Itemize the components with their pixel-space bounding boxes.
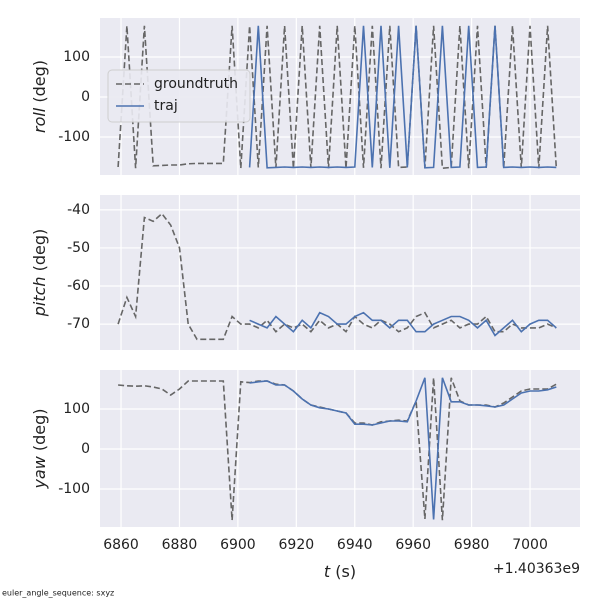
y-tick-label: 100 [63, 401, 90, 417]
legend-label: traj [154, 98, 178, 114]
y-tick-label: 100 [63, 49, 90, 65]
axis-label-symbol: pitch [30, 276, 49, 317]
y-tick-label: -50 [67, 240, 90, 256]
axis-label-unit: (deg) [30, 60, 49, 103]
x-tick-label: 6900 [220, 537, 256, 553]
axis-label-symbol: roll [30, 107, 49, 133]
y-tick-label: -100 [58, 481, 90, 497]
x-tick-label: 6860 [103, 537, 139, 553]
series-line [248, 25, 557, 169]
legend-box [107, 69, 251, 123]
axis-label-symbol: yaw [30, 455, 49, 489]
axis-label: roll (deg) [30, 60, 49, 133]
y-tick-label: 0 [81, 441, 90, 457]
x-tick-label: 6980 [454, 537, 490, 553]
series-line [249, 311, 557, 337]
legend-label: groundtruth [154, 76, 238, 92]
y-tick-label: -100 [58, 129, 90, 145]
x-tick-label: 6880 [162, 537, 198, 553]
axis-label: yaw (deg) [30, 408, 49, 489]
y-tick-label: 0 [81, 89, 90, 105]
axis-label-unit: (s) [335, 562, 356, 581]
x-tick-label: 6920 [279, 537, 315, 553]
y-tick-label: -40 [67, 202, 90, 218]
x-tick-label: 7000 [512, 537, 548, 553]
x-offset: +1.40363e9 [493, 561, 580, 577]
axis-label: pitch (deg) [30, 229, 49, 318]
series-line [117, 25, 558, 170]
axis-label-unit: (deg) [30, 229, 49, 272]
x-tick-label: 6960 [395, 537, 431, 553]
axis-label: t (s) [324, 562, 356, 581]
axis-label-symbol: t [324, 562, 331, 581]
series-line [249, 377, 557, 520]
y-tick-label: -70 [67, 316, 90, 332]
axis-label-unit: (deg) [30, 408, 49, 451]
footnote: euler_angle_sequence: sxyz [2, 589, 114, 598]
y-tick-label: -60 [67, 278, 90, 294]
x-tick-label: 6940 [337, 537, 373, 553]
